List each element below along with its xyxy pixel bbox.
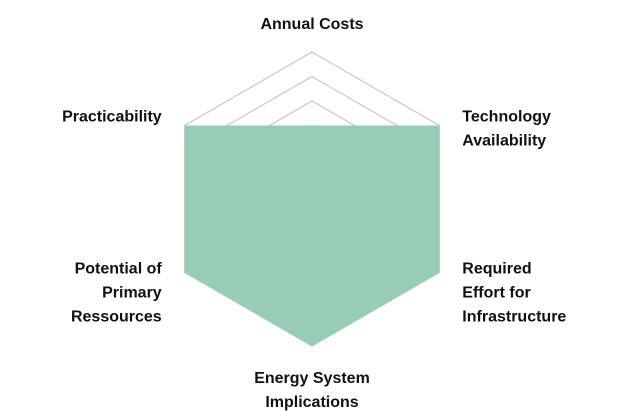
axis-label: Practicability (62, 109, 162, 126)
axis-label: Annual Costs (260, 16, 363, 33)
axis-label: Primary (102, 285, 162, 302)
axis-label: Effort for (462, 285, 530, 302)
axis-label: Required (462, 261, 531, 278)
axis-label: Ressources (71, 309, 162, 326)
axis-label: Technology (462, 109, 551, 126)
axis-label: Implications (265, 394, 358, 411)
axis-label: Infrastructure (462, 309, 566, 326)
axis-label: Potential of (75, 261, 163, 278)
axis-label: Energy System (254, 370, 370, 387)
axis-label: Availability (462, 133, 546, 150)
data-area (184, 125, 440, 346)
